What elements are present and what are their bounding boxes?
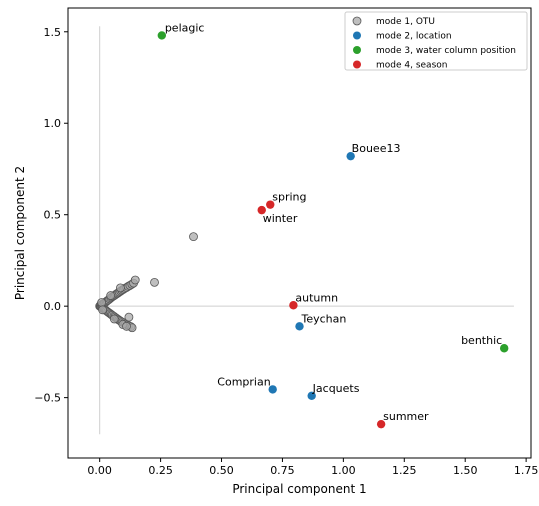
legend-box	[344, 11, 528, 71]
y-tick-label: −0.5	[34, 392, 61, 405]
point-label-comprian: Comprian	[217, 375, 270, 388]
mode-point-winter	[257, 205, 266, 215]
otu-point	[106, 291, 116, 300]
otu-point	[122, 321, 131, 331]
point-labels: Bouee13 Teychan Comprian Jacquets pelagic ben…	[165, 21, 502, 423]
x-tick-label: 0.50	[209, 464, 234, 477]
y-tick-label: 0.5	[44, 209, 62, 222]
point-label-benthic: benthic	[461, 334, 502, 347]
legend-marker-season	[353, 60, 361, 69]
legend-label-location: mode 2, location	[376, 32, 452, 42]
legend-marker-location	[353, 31, 361, 40]
legend-label-otu: mode 1, OTU	[376, 17, 435, 27]
y-tick-label: 0.0	[44, 300, 62, 313]
mode-point-autumn	[289, 301, 298, 310]
otu-point	[115, 283, 125, 293]
y-ticks: −0.5 0.0 0.5 1.0 1.5	[34, 26, 68, 405]
plot-frame	[67, 7, 532, 459]
x-tick-label: 0.25	[148, 464, 173, 477]
mode-point-bouee13	[346, 151, 355, 161]
point-label-bouee13: Bouee13	[352, 142, 401, 155]
legend-marker-water-column	[353, 46, 361, 54]
otu-point	[98, 305, 108, 315]
legend: mode 1, OTU mode 2, location mode 3, wat…	[344, 11, 528, 71]
x-tick-label: 0.00	[87, 464, 112, 477]
x-tick-label: 0.75	[270, 464, 295, 477]
point-label-winter: winter	[263, 212, 298, 225]
otu-point	[97, 298, 107, 307]
x-tick-label: 1.00	[331, 464, 356, 477]
x-tick-label: 1.75	[514, 464, 539, 477]
point-label-spring: spring	[272, 191, 306, 204]
legend-label-water-column: mode 3, water column position	[376, 46, 516, 56]
point-label-jacquets: Jacquets	[312, 382, 360, 395]
mode-point-teychan	[295, 322, 304, 331]
x-tick-label: 1.25	[392, 464, 417, 477]
y-axis-label: Principal component 2	[13, 166, 27, 300]
y-tick-label: 1.5	[44, 26, 62, 39]
guide-lines	[99, 26, 514, 435]
mode-point-jacquets	[307, 391, 316, 401]
x-tick-label: 1.50	[453, 464, 478, 477]
point-label-teychan: Teychan	[301, 312, 347, 325]
mode-point-spring	[266, 200, 275, 209]
mode-point-pelagic	[157, 31, 167, 40]
mode-points	[157, 31, 509, 429]
mode-point-benthic	[499, 344, 509, 353]
mode-point-summer	[376, 419, 386, 429]
otu-points	[95, 232, 198, 333]
point-label-autumn: autumn	[295, 291, 338, 304]
otu-point	[109, 314, 119, 324]
point-label-summer: summer	[383, 410, 429, 423]
otu-point	[124, 312, 134, 322]
otu-point	[189, 232, 198, 242]
mode-point-comprian	[268, 385, 277, 394]
y-tick-label: 1.0	[44, 117, 62, 130]
x-ticks: 0.00 0.25 0.50 0.75 1.00 1.25 1.50 1.75	[87, 458, 538, 477]
otu-point	[150, 277, 159, 287]
legend-label-season: mode 4, season	[376, 61, 447, 71]
otu-point	[130, 275, 140, 285]
point-label-pelagic: pelagic	[165, 21, 205, 34]
legend-marker-otu	[352, 16, 362, 26]
x-axis-label: Principal component 1	[232, 482, 366, 496]
